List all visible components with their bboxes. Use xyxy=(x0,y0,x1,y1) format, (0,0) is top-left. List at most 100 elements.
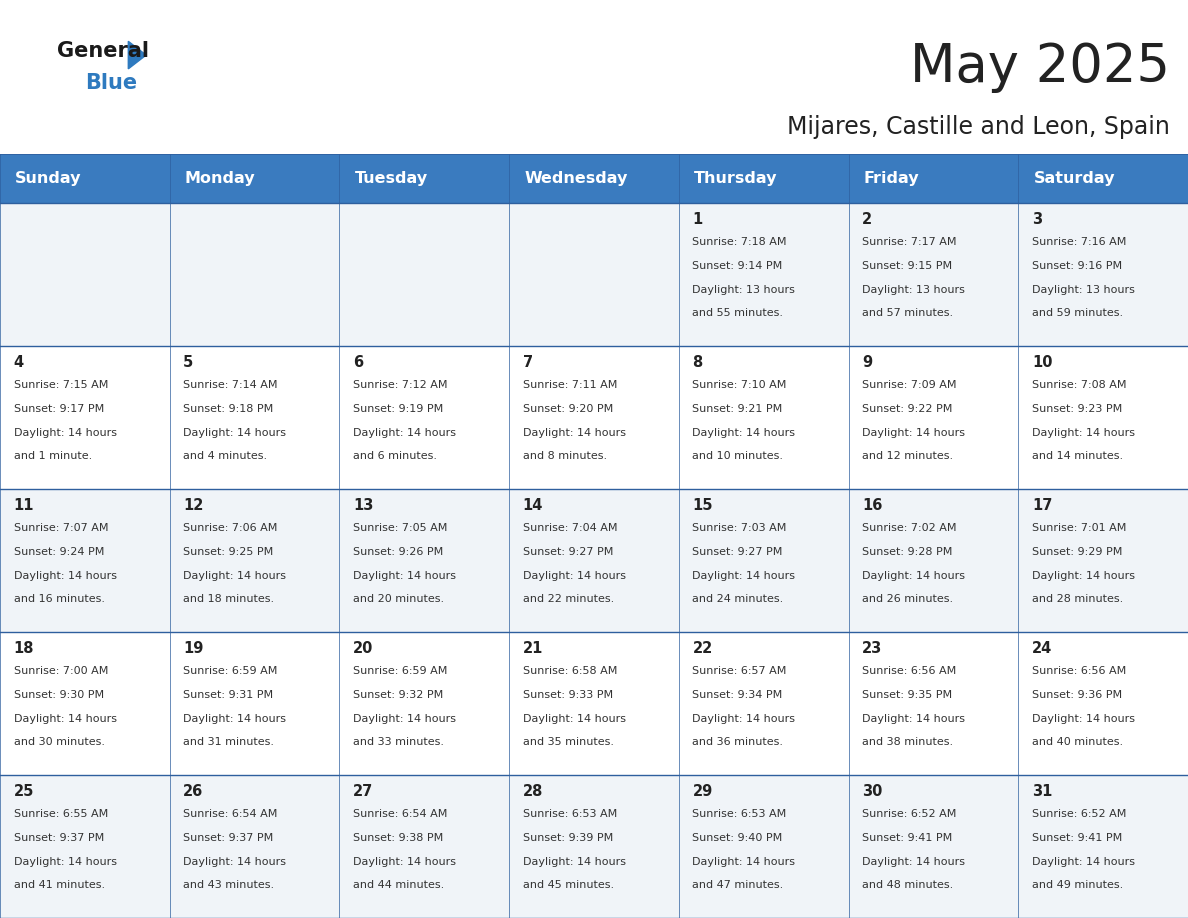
Text: Sunset: 9:26 PM: Sunset: 9:26 PM xyxy=(353,547,443,557)
Text: and 35 minutes.: and 35 minutes. xyxy=(523,737,614,747)
Bar xyxy=(170,775,340,918)
Bar xyxy=(678,632,848,775)
Text: Daylight: 14 hours: Daylight: 14 hours xyxy=(353,571,456,580)
Bar xyxy=(340,154,510,203)
Bar xyxy=(848,346,1018,489)
Bar xyxy=(848,154,1018,203)
Bar xyxy=(340,203,510,346)
Text: Daylight: 14 hours: Daylight: 14 hours xyxy=(183,856,286,867)
Text: Sunrise: 7:08 AM: Sunrise: 7:08 AM xyxy=(1032,380,1126,390)
Text: 28: 28 xyxy=(523,784,543,799)
Text: Sunrise: 6:54 AM: Sunrise: 6:54 AM xyxy=(183,810,278,820)
Text: Tuesday: Tuesday xyxy=(355,171,428,186)
Text: 20: 20 xyxy=(353,641,373,655)
Text: Sunrise: 7:05 AM: Sunrise: 7:05 AM xyxy=(353,523,448,533)
Text: General: General xyxy=(57,41,148,62)
Text: 7: 7 xyxy=(523,354,533,370)
Text: Blue: Blue xyxy=(86,73,138,94)
Text: Daylight: 14 hours: Daylight: 14 hours xyxy=(353,428,456,438)
Text: Sunset: 9:28 PM: Sunset: 9:28 PM xyxy=(862,547,953,557)
Text: Daylight: 14 hours: Daylight: 14 hours xyxy=(693,571,796,580)
Text: Friday: Friday xyxy=(864,171,920,186)
Text: Sunset: 9:39 PM: Sunset: 9:39 PM xyxy=(523,833,613,843)
Text: Sunrise: 7:14 AM: Sunrise: 7:14 AM xyxy=(183,380,278,390)
Text: 15: 15 xyxy=(693,498,713,513)
Text: and 8 minutes.: and 8 minutes. xyxy=(523,451,607,461)
Text: Thursday: Thursday xyxy=(694,171,778,186)
Bar xyxy=(678,346,848,489)
Bar xyxy=(170,203,340,346)
Text: 10: 10 xyxy=(1032,354,1053,370)
Text: Daylight: 13 hours: Daylight: 13 hours xyxy=(862,285,965,295)
Text: Daylight: 14 hours: Daylight: 14 hours xyxy=(13,571,116,580)
Text: Daylight: 14 hours: Daylight: 14 hours xyxy=(183,713,286,723)
Text: 25: 25 xyxy=(13,784,34,799)
Text: and 1 minute.: and 1 minute. xyxy=(13,451,91,461)
Text: Sunset: 9:14 PM: Sunset: 9:14 PM xyxy=(693,261,783,271)
Text: Daylight: 14 hours: Daylight: 14 hours xyxy=(523,856,626,867)
Text: and 22 minutes.: and 22 minutes. xyxy=(523,594,614,604)
Text: 16: 16 xyxy=(862,498,883,513)
Text: Daylight: 14 hours: Daylight: 14 hours xyxy=(862,571,965,580)
Text: Sunset: 9:37 PM: Sunset: 9:37 PM xyxy=(183,833,273,843)
Text: Sunrise: 7:01 AM: Sunrise: 7:01 AM xyxy=(1032,523,1126,533)
Text: Daylight: 14 hours: Daylight: 14 hours xyxy=(13,428,116,438)
Text: Daylight: 13 hours: Daylight: 13 hours xyxy=(1032,285,1135,295)
Text: Sunset: 9:31 PM: Sunset: 9:31 PM xyxy=(183,690,273,700)
Bar xyxy=(510,346,678,489)
Text: Sunset: 9:34 PM: Sunset: 9:34 PM xyxy=(693,690,783,700)
Text: 13: 13 xyxy=(353,498,373,513)
Bar xyxy=(848,203,1018,346)
Text: 12: 12 xyxy=(183,498,203,513)
Bar xyxy=(678,775,848,918)
Text: Sunset: 9:16 PM: Sunset: 9:16 PM xyxy=(1032,261,1121,271)
Text: 6: 6 xyxy=(353,354,364,370)
Text: Sunset: 9:19 PM: Sunset: 9:19 PM xyxy=(353,404,443,414)
Text: and 45 minutes.: and 45 minutes. xyxy=(523,880,614,890)
Bar xyxy=(848,489,1018,632)
Text: Sunrise: 7:00 AM: Sunrise: 7:00 AM xyxy=(13,666,108,677)
Text: Daylight: 14 hours: Daylight: 14 hours xyxy=(183,428,286,438)
Bar xyxy=(1018,632,1188,775)
Text: Sunrise: 7:16 AM: Sunrise: 7:16 AM xyxy=(1032,237,1126,247)
Text: 3: 3 xyxy=(1032,212,1042,227)
Text: 23: 23 xyxy=(862,641,883,655)
Bar xyxy=(510,489,678,632)
Bar xyxy=(0,489,170,632)
Text: Wednesday: Wednesday xyxy=(524,171,627,186)
Text: Sunset: 9:27 PM: Sunset: 9:27 PM xyxy=(693,547,783,557)
Text: Daylight: 14 hours: Daylight: 14 hours xyxy=(693,713,796,723)
Text: Daylight: 14 hours: Daylight: 14 hours xyxy=(13,856,116,867)
Bar xyxy=(1018,346,1188,489)
Bar xyxy=(848,632,1018,775)
Bar xyxy=(848,775,1018,918)
Text: Sunset: 9:33 PM: Sunset: 9:33 PM xyxy=(523,690,613,700)
Text: and 36 minutes.: and 36 minutes. xyxy=(693,737,783,747)
Bar xyxy=(0,346,170,489)
Text: Sunset: 9:35 PM: Sunset: 9:35 PM xyxy=(862,690,953,700)
Text: Daylight: 14 hours: Daylight: 14 hours xyxy=(1032,713,1135,723)
Bar xyxy=(510,775,678,918)
Text: Sunrise: 7:03 AM: Sunrise: 7:03 AM xyxy=(693,523,786,533)
Text: 2: 2 xyxy=(862,212,872,227)
Bar xyxy=(170,489,340,632)
Text: Sunrise: 7:04 AM: Sunrise: 7:04 AM xyxy=(523,523,618,533)
Text: 22: 22 xyxy=(693,641,713,655)
Bar xyxy=(0,632,170,775)
Text: Sunrise: 6:52 AM: Sunrise: 6:52 AM xyxy=(862,810,956,820)
Text: Sunset: 9:17 PM: Sunset: 9:17 PM xyxy=(13,404,103,414)
Text: and 48 minutes.: and 48 minutes. xyxy=(862,880,954,890)
Text: Mijares, Castille and Leon, Spain: Mijares, Castille and Leon, Spain xyxy=(788,115,1170,139)
Text: 24: 24 xyxy=(1032,641,1053,655)
Text: and 16 minutes.: and 16 minutes. xyxy=(13,594,105,604)
Text: Sunrise: 6:54 AM: Sunrise: 6:54 AM xyxy=(353,810,448,820)
Text: Sunrise: 6:53 AM: Sunrise: 6:53 AM xyxy=(693,810,786,820)
Text: Sunrise: 6:55 AM: Sunrise: 6:55 AM xyxy=(13,810,108,820)
Text: Sunrise: 7:18 AM: Sunrise: 7:18 AM xyxy=(693,237,786,247)
Text: Daylight: 14 hours: Daylight: 14 hours xyxy=(862,856,965,867)
Text: Daylight: 14 hours: Daylight: 14 hours xyxy=(862,428,965,438)
Text: Sunset: 9:23 PM: Sunset: 9:23 PM xyxy=(1032,404,1123,414)
Text: and 47 minutes.: and 47 minutes. xyxy=(693,880,784,890)
Text: Daylight: 14 hours: Daylight: 14 hours xyxy=(693,856,796,867)
Text: Sunrise: 7:10 AM: Sunrise: 7:10 AM xyxy=(693,380,786,390)
